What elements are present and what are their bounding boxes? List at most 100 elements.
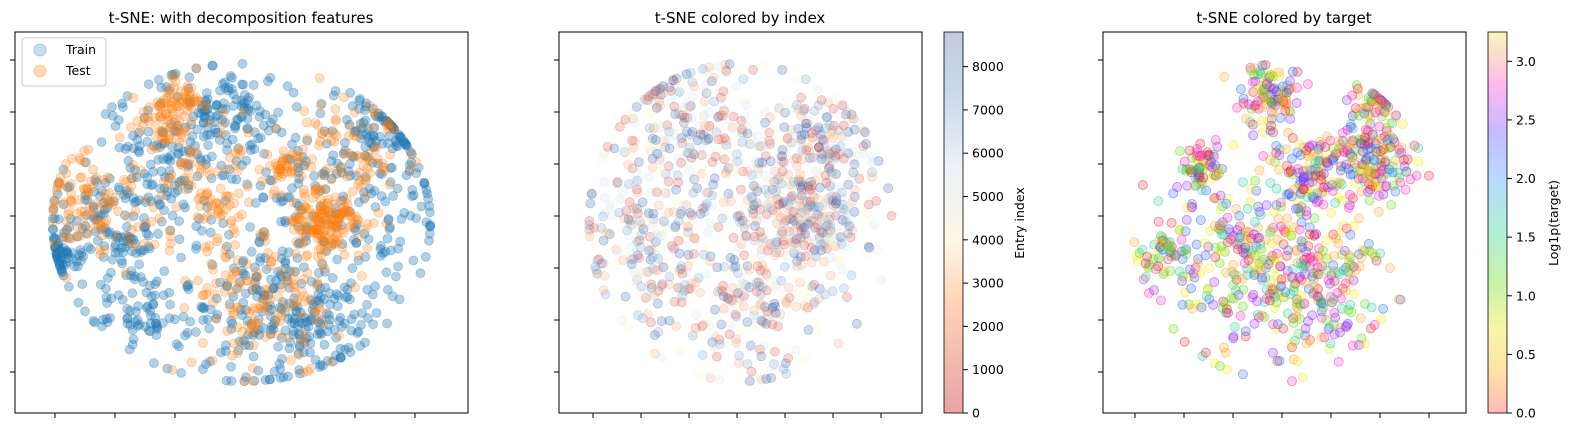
index-point	[837, 232, 847, 243]
target-point	[1201, 291, 1212, 301]
index-point	[806, 184, 816, 195]
target-point	[1215, 223, 1226, 234]
target-point	[1303, 283, 1314, 294]
target-point	[1265, 125, 1276, 136]
target-point	[1345, 135, 1356, 146]
index-point	[704, 120, 715, 131]
test-point	[71, 208, 82, 219]
test-point	[266, 256, 276, 267]
target-point	[1374, 169, 1384, 180]
target-point	[1330, 197, 1340, 208]
index-point	[775, 309, 786, 320]
train-point	[198, 118, 209, 128]
train-point	[226, 315, 237, 326]
train-point	[368, 103, 378, 114]
index-point	[676, 261, 687, 271]
test-point	[155, 111, 166, 122]
target-point	[1288, 313, 1299, 324]
index-point	[655, 84, 665, 94]
index-point	[779, 239, 789, 250]
test-point	[326, 356, 337, 367]
target-point	[1262, 115, 1273, 126]
index-point	[782, 134, 793, 144]
target-point	[1371, 95, 1382, 106]
index-point	[756, 229, 767, 239]
target-point	[1352, 83, 1363, 94]
index-point	[844, 221, 855, 232]
index-point	[681, 200, 692, 211]
index-point	[676, 139, 686, 150]
train-point	[406, 149, 417, 160]
index-point	[700, 188, 711, 199]
index-point	[730, 309, 741, 320]
target-point	[1181, 249, 1191, 260]
train-point	[210, 127, 221, 138]
index-point	[648, 283, 659, 294]
index-point	[805, 217, 816, 228]
index-point	[717, 286, 728, 297]
target-point	[1333, 178, 1344, 189]
test-point	[243, 127, 254, 138]
target-point	[1329, 266, 1339, 277]
train-point	[328, 356, 339, 367]
train-point	[110, 247, 121, 258]
index-point	[592, 268, 603, 279]
index-point	[683, 227, 693, 238]
train-point	[242, 113, 253, 124]
target-point	[1312, 149, 1323, 160]
test-point	[141, 194, 152, 205]
train-point	[339, 282, 350, 293]
test-point	[323, 194, 334, 205]
chart1-plot-area	[47, 58, 436, 387]
index-point	[676, 157, 686, 168]
train-point	[123, 155, 134, 166]
index-point	[632, 184, 642, 195]
target-point	[1385, 141, 1396, 152]
target-point	[1159, 266, 1170, 277]
target-point	[1303, 241, 1314, 252]
train-point	[61, 245, 72, 256]
train-point	[302, 135, 313, 146]
train-point	[122, 141, 133, 152]
index-point	[687, 330, 698, 341]
target-point	[1272, 248, 1282, 259]
test-point	[282, 153, 293, 164]
train-point	[361, 101, 371, 112]
target-point	[1337, 142, 1348, 153]
train-point	[188, 111, 199, 122]
train-point	[306, 276, 317, 287]
index-point	[796, 184, 807, 195]
test-point	[207, 355, 218, 366]
index-point	[813, 142, 824, 153]
target-point	[1265, 227, 1276, 238]
target-point	[1303, 186, 1314, 197]
train-point	[149, 290, 160, 301]
train-point	[387, 143, 398, 154]
index-point	[796, 111, 806, 121]
target-point	[1210, 242, 1221, 253]
test-point	[75, 231, 85, 241]
train-point	[80, 220, 91, 231]
target-point	[1365, 111, 1376, 122]
train-point	[292, 145, 303, 156]
train-point	[275, 270, 286, 280]
test-point	[186, 102, 197, 113]
index-point	[814, 294, 824, 305]
target-point	[1277, 81, 1288, 92]
index-point	[824, 214, 835, 225]
index-point	[695, 287, 706, 298]
index-point	[651, 229, 662, 240]
index-point	[821, 221, 832, 232]
train-point	[57, 247, 68, 258]
train-point	[254, 106, 265, 116]
index-point	[747, 192, 758, 203]
index-point	[586, 189, 597, 200]
test-point	[207, 264, 218, 275]
target-point	[1269, 156, 1280, 167]
target-point	[1288, 318, 1299, 329]
target-point	[1379, 107, 1390, 117]
train-point	[329, 324, 340, 335]
target-point	[1335, 177, 1345, 188]
test-point	[265, 329, 276, 340]
train-point	[265, 374, 276, 385]
